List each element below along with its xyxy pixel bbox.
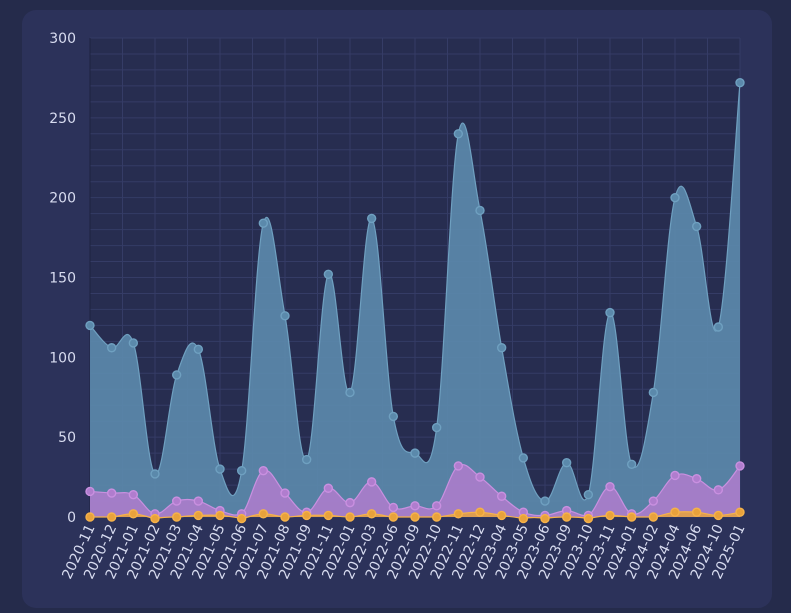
data-point	[713, 485, 724, 495]
series-area	[90, 511, 740, 519]
series-area	[90, 82, 740, 517]
data-point	[258, 509, 269, 519]
data-point	[85, 320, 95, 331]
data-point	[193, 344, 204, 355]
data-point	[540, 496, 550, 506]
data-point	[171, 496, 182, 506]
y-tick-label: 50	[58, 430, 76, 446]
data-point	[605, 510, 615, 521]
data-point	[388, 502, 399, 513]
data-point	[735, 461, 745, 471]
data-point	[475, 205, 485, 216]
data-point	[106, 512, 117, 522]
data-point	[648, 512, 659, 522]
series-area	[90, 464, 740, 517]
data-point	[85, 512, 95, 522]
data-point	[366, 509, 377, 519]
data-point	[713, 510, 724, 521]
data-point	[366, 477, 377, 487]
y-tick-label: 100	[49, 350, 76, 366]
y-tick-label: 200	[49, 191, 76, 207]
data-point	[561, 512, 572, 522]
data-point	[323, 483, 334, 493]
data-point	[128, 489, 139, 500]
data-point	[475, 507, 485, 517]
data-point	[648, 387, 659, 398]
y-tick-label: 0	[67, 510, 76, 526]
y-tick-label: 150	[49, 271, 76, 287]
data-point	[301, 510, 312, 521]
area-chart: 0501001502002503002020-112020-122021-012…	[49, 31, 748, 582]
data-point	[388, 411, 399, 422]
data-point	[431, 512, 442, 522]
data-point	[475, 472, 485, 482]
data-point	[410, 501, 420, 511]
data-point	[670, 470, 680, 481]
data-point	[345, 387, 355, 398]
data-point	[128, 338, 139, 348]
data-point	[215, 510, 225, 521]
data-point	[670, 507, 680, 517]
data-point	[258, 465, 269, 476]
data-point	[366, 213, 377, 224]
data-point	[85, 486, 95, 497]
data-point	[626, 459, 637, 470]
data-point	[301, 454, 312, 465]
series-points-0	[85, 78, 745, 506]
data-point	[583, 513, 594, 524]
data-point	[258, 218, 269, 228]
data-point	[496, 343, 507, 353]
data-point	[626, 512, 637, 522]
series-points-1	[85, 461, 745, 521]
data-point	[410, 512, 420, 522]
data-point	[171, 512, 182, 522]
data-point	[410, 448, 420, 458]
data-point	[648, 496, 659, 506]
data-point	[453, 129, 464, 139]
data-point	[605, 307, 615, 318]
data-point	[561, 458, 572, 468]
data-point	[388, 512, 399, 522]
data-point	[691, 507, 702, 517]
data-point	[150, 513, 160, 524]
data-point	[691, 221, 702, 232]
data-point	[150, 469, 160, 479]
data-point	[280, 488, 290, 498]
data-point	[323, 510, 334, 521]
data-point	[691, 473, 702, 484]
data-point	[583, 489, 594, 500]
data-point	[496, 491, 507, 501]
data-point	[496, 510, 507, 521]
data-point	[106, 488, 117, 498]
data-point	[193, 496, 204, 506]
series-points-2	[85, 507, 745, 524]
data-point	[236, 465, 247, 476]
data-point	[518, 513, 529, 524]
data-point	[735, 78, 745, 88]
data-point	[345, 512, 355, 522]
y-tick-label: 250	[49, 111, 76, 127]
data-point	[431, 422, 442, 433]
data-point	[540, 513, 550, 524]
chart-card: 0 50 100 150 200 250 300 2020-11 2020-12 2021-01 2…	[22, 10, 772, 608]
y-tick-label: 300	[49, 31, 76, 47]
data-point	[453, 461, 464, 471]
data-point	[215, 464, 225, 474]
data-point	[605, 481, 615, 492]
data-point	[735, 507, 745, 517]
data-point	[193, 510, 204, 521]
data-point	[518, 453, 529, 463]
data-point	[280, 512, 290, 522]
data-point	[713, 322, 724, 332]
data-point	[106, 343, 117, 353]
data-point	[453, 509, 464, 519]
data-point	[323, 269, 334, 280]
data-point	[431, 501, 442, 511]
data-point	[128, 509, 139, 519]
data-point	[345, 497, 355, 508]
data-point	[670, 192, 680, 203]
data-point	[171, 370, 182, 380]
data-point	[280, 311, 290, 321]
data-point	[236, 513, 247, 524]
